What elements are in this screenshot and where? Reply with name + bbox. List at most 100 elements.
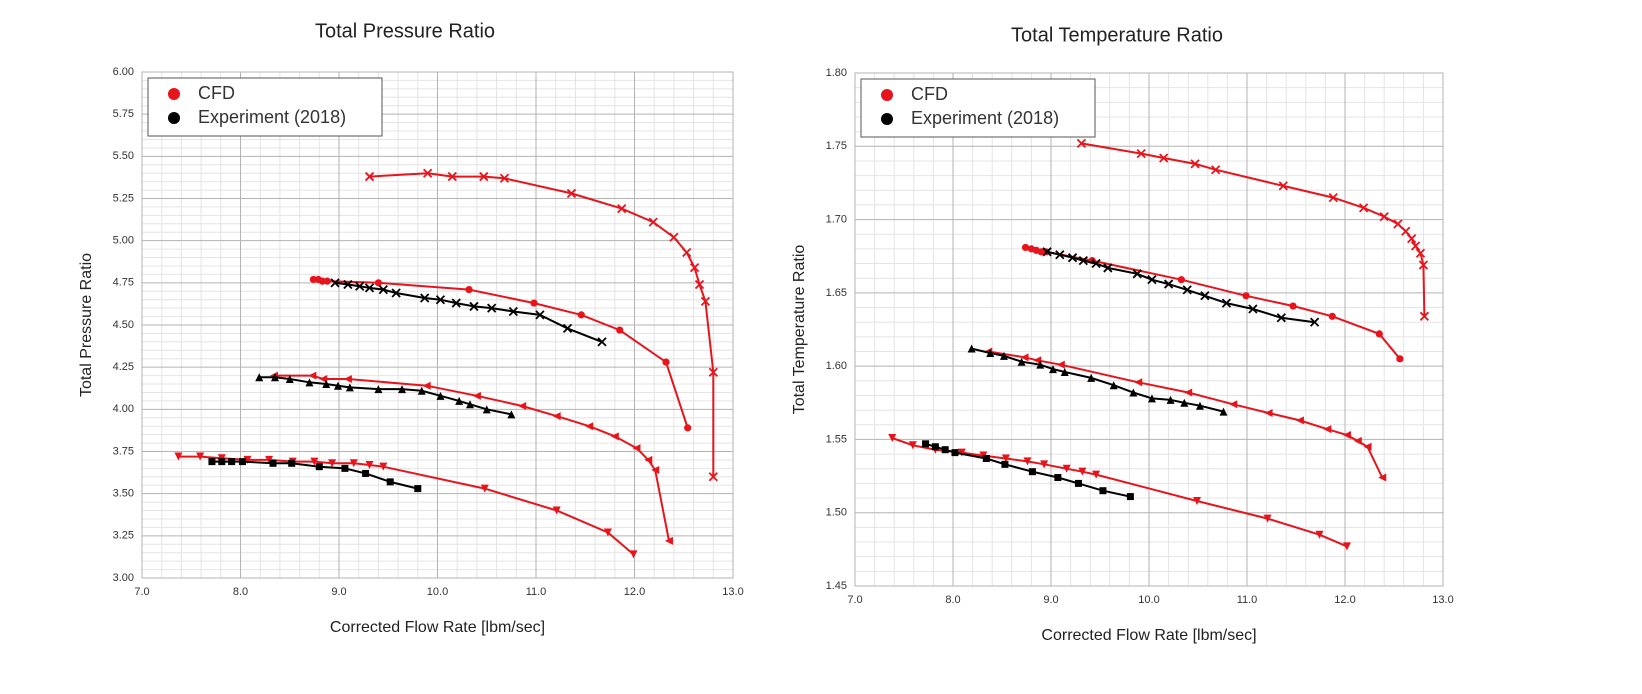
- marker: [1078, 467, 1087, 476]
- marker: [1418, 260, 1429, 270]
- y-tick-label: 1.70: [826, 213, 847, 225]
- marker: [423, 168, 433, 178]
- y-tick-label: 5.75: [113, 108, 134, 120]
- x-tick-label: 13.0: [1432, 594, 1453, 606]
- marker: [1401, 226, 1411, 236]
- marker: [530, 299, 538, 307]
- marker: [1242, 292, 1250, 300]
- marker: [1042, 247, 1052, 257]
- marker: [364, 283, 375, 293]
- x-tick-label: 10.0: [427, 586, 448, 598]
- y-tick-label: 1.50: [826, 507, 847, 519]
- marker: [651, 466, 660, 475]
- legend-label: Experiment (2018): [911, 108, 1059, 128]
- y-axis-label: Total Temperature Ratio: [791, 245, 808, 415]
- marker: [1211, 165, 1221, 175]
- marker: [447, 171, 457, 182]
- marker: [508, 306, 518, 317]
- marker: [174, 452, 183, 461]
- marker: [1342, 542, 1351, 551]
- marker: [288, 459, 296, 467]
- marker: [270, 373, 279, 382]
- marker: [499, 173, 510, 183]
- marker: [1126, 493, 1134, 501]
- legend-box: [860, 78, 1096, 138]
- marker: [1309, 317, 1320, 327]
- marker: [931, 443, 939, 451]
- marker: [435, 295, 446, 305]
- marker: [1342, 431, 1351, 440]
- marker: [1109, 381, 1118, 390]
- marker: [1190, 159, 1200, 169]
- marker: [888, 433, 897, 442]
- marker: [566, 188, 577, 199]
- y-tick-label: 5.00: [113, 235, 134, 247]
- chart-title: Total Temperature Ratio: [1011, 24, 1223, 46]
- marker: [323, 277, 331, 285]
- marker: [374, 279, 382, 287]
- y-tick-label: 5.50: [113, 150, 134, 162]
- y-tick-label: 4.25: [113, 361, 134, 373]
- marker: [480, 484, 489, 493]
- marker: [632, 444, 641, 453]
- marker: [255, 373, 264, 382]
- marker: [648, 217, 658, 227]
- marker: [507, 410, 516, 419]
- marker: [694, 279, 705, 290]
- marker: [1021, 243, 1030, 252]
- marker: [379, 462, 388, 471]
- marker: [414, 485, 422, 493]
- marker: [1184, 388, 1193, 397]
- marker: [343, 279, 353, 290]
- y-tick-label: 1.55: [826, 433, 847, 445]
- marker: [552, 412, 561, 421]
- marker: [1040, 460, 1049, 469]
- y-tick-label: 1.80: [826, 67, 847, 79]
- marker: [1289, 302, 1297, 310]
- marker: [662, 358, 670, 366]
- marker: [1147, 275, 1157, 285]
- marker: [218, 458, 226, 466]
- marker: [417, 386, 426, 395]
- y-tick-label: 1.75: [826, 140, 847, 152]
- marker: [664, 536, 673, 545]
- marker: [957, 448, 966, 457]
- marker: [1193, 496, 1202, 505]
- marker: [310, 457, 319, 466]
- marker: [1182, 285, 1192, 295]
- marker: [1264, 409, 1273, 418]
- marker: [1136, 148, 1146, 159]
- marker: [603, 528, 612, 537]
- marker: [708, 472, 718, 482]
- marker: [1023, 457, 1032, 466]
- marker: [1358, 203, 1369, 213]
- y-tick-label: 3.25: [113, 530, 134, 542]
- legend-label: CFD: [911, 84, 948, 104]
- marker: [365, 460, 374, 469]
- x-tick-label: 8.0: [945, 594, 960, 606]
- marker: [1132, 269, 1142, 279]
- marker: [319, 374, 328, 383]
- x-tick-label: 13.0: [722, 586, 743, 598]
- marker: [362, 469, 370, 477]
- marker: [238, 458, 246, 466]
- legend-marker: [881, 113, 893, 125]
- marker: [315, 463, 323, 471]
- marker: [617, 203, 627, 214]
- marker: [269, 459, 277, 467]
- marker: [986, 348, 995, 357]
- marker: [378, 284, 388, 295]
- marker: [364, 171, 375, 182]
- marker: [465, 285, 473, 294]
- marker: [682, 247, 692, 258]
- marker: [922, 440, 930, 448]
- marker: [1375, 330, 1383, 338]
- marker: [285, 374, 294, 383]
- marker: [1180, 398, 1189, 407]
- marker: [1328, 192, 1338, 203]
- marker: [472, 391, 481, 400]
- marker: [1263, 514, 1272, 523]
- marker: [1363, 442, 1372, 451]
- x-tick-label: 8.0: [233, 586, 248, 598]
- marker: [1036, 360, 1045, 369]
